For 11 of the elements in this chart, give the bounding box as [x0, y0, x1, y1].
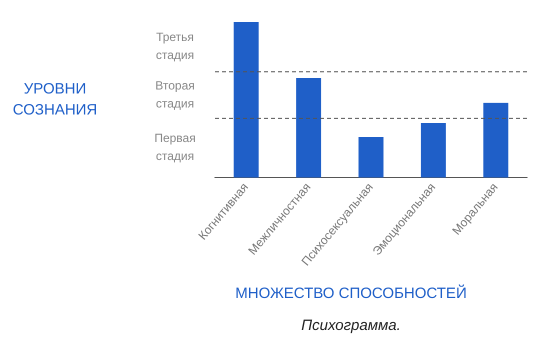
bar — [358, 137, 384, 178]
text: УРОВНИ СОЗНАНИЯ — [12, 80, 98, 118]
bar — [483, 102, 508, 178]
text: Первая стадия — [154, 131, 196, 164]
bar — [296, 78, 322, 178]
x-axis-title: МНОЖЕСТВО СПОСОБНОСТЕЙ — [235, 284, 467, 302]
text: Психограмма. — [301, 317, 401, 334]
bar — [234, 22, 259, 178]
bar — [420, 123, 446, 178]
text: Вторая стадия — [155, 78, 195, 110]
text: Третья стадия — [156, 30, 194, 62]
